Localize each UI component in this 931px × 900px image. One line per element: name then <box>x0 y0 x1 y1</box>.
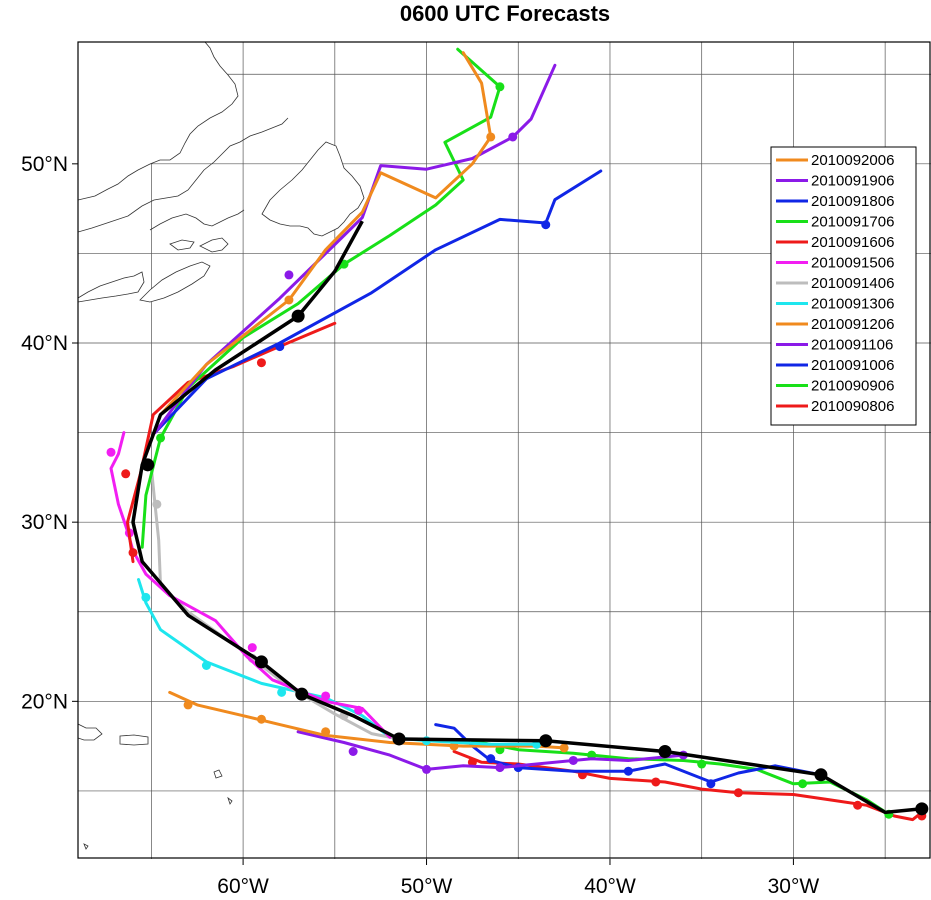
best-track-point <box>392 732 406 746</box>
forecast-point <box>559 743 569 753</box>
new-brunswick-maine-coast <box>78 271 145 303</box>
forecast-track-2010091406 <box>149 466 401 741</box>
forecast-point <box>733 788 743 798</box>
forecast-point <box>128 548 138 558</box>
best-track-point <box>291 309 305 323</box>
hispaniola-outline <box>78 723 103 741</box>
antilles-islet-2 <box>83 843 89 850</box>
legend-label: 2010091606 <box>811 234 894 251</box>
legend-label: 2010091406 <box>811 275 894 292</box>
forecast-point <box>121 469 131 479</box>
forecast-track-2010091606 <box>126 321 337 564</box>
legend-label: 2010091106 <box>811 337 893 354</box>
map-title: 0600 UTC Forecasts <box>400 1 610 26</box>
nova-scotia-coastline <box>139 261 211 303</box>
forecast-point <box>495 82 505 92</box>
best-track-point <box>295 687 309 701</box>
newfoundland-coastline <box>261 141 365 237</box>
antilles-islet <box>227 796 233 805</box>
forecast-point <box>467 757 477 767</box>
virgin-islands-outline <box>213 769 223 779</box>
lat-label: 20°N <box>21 690 68 713</box>
gaspe-coast <box>149 209 245 231</box>
forecast-point <box>156 433 166 443</box>
forecast-point <box>354 705 364 715</box>
forecast-track-2010091106 <box>296 730 685 771</box>
forecast-point <box>508 132 518 142</box>
quebec-north-shore <box>78 117 289 233</box>
forecast-track-2010091506 <box>109 431 392 739</box>
forecast-point <box>201 661 211 670</box>
forecast-point <box>321 691 331 701</box>
lon-label: 30°W <box>768 875 820 898</box>
forecast-point <box>152 499 162 509</box>
coastline-outlines <box>78 42 801 850</box>
forecast-point <box>275 342 285 352</box>
legend-label: 2010091506 <box>811 255 894 272</box>
forecast-point <box>798 779 808 789</box>
forecast-point <box>853 800 863 810</box>
axis-labels: 60°W 50°W 40°W 30°W 20°N 30°N 40°N 50°N <box>21 153 819 898</box>
forecast-point <box>348 747 358 756</box>
map-frame <box>77 41 931 859</box>
lat-label: 40°N <box>21 332 68 355</box>
best-track-point <box>539 734 553 748</box>
best-track <box>131 220 929 816</box>
canada-coastline <box>78 42 239 201</box>
legend-label: 2010090906 <box>811 378 894 395</box>
lon-label: 50°W <box>401 875 453 898</box>
lat-label: 30°N <box>21 511 68 534</box>
forecast-point <box>284 295 294 305</box>
forecast-point <box>183 700 193 710</box>
legend-box <box>770 146 917 426</box>
legend-label: 2010090806 <box>811 398 894 415</box>
forecast-tracks <box>106 47 927 822</box>
prince-edward-island <box>169 239 195 251</box>
forecast-point <box>422 764 432 774</box>
best-track-line <box>131 220 922 815</box>
lon-label: 40°W <box>584 875 636 898</box>
forecast-point <box>495 763 505 773</box>
forecast-track-2010092006 <box>159 51 493 417</box>
best-track-point <box>141 458 155 472</box>
graticule <box>78 42 931 859</box>
forecast-point <box>256 714 266 724</box>
forecast-point <box>706 779 716 789</box>
forecast-point <box>256 358 266 368</box>
forecast-point <box>106 447 116 457</box>
best-track-point <box>814 768 828 782</box>
legend-label: 2010091806 <box>811 193 894 210</box>
legend-label: 2010091006 <box>811 357 894 374</box>
forecast-point <box>651 777 661 787</box>
forecast-track-2010091306 <box>137 578 539 746</box>
best-track-point <box>658 745 672 758</box>
best-track-point <box>915 802 929 816</box>
forecast-point <box>247 643 257 653</box>
lat-label: 50°N <box>21 153 68 176</box>
forecast-point <box>277 687 287 697</box>
forecast-point <box>486 754 496 764</box>
forecast-track-2010091806 <box>153 169 603 435</box>
legend: 2010092006 2010091906 2010091806 2010091706… <box>770 146 917 426</box>
forecast-point <box>623 766 633 776</box>
forecast-point <box>486 132 496 142</box>
puerto-rico-outline <box>119 734 149 746</box>
forecast-point <box>321 727 331 737</box>
forecast-point <box>141 592 151 602</box>
cape-breton-coastline <box>199 237 229 253</box>
forecast-point <box>284 270 294 280</box>
legend-label: 2010091206 <box>811 316 894 333</box>
legend-label: 2010092006 <box>811 152 894 169</box>
legend-label: 2010091906 <box>811 173 894 190</box>
forecast-point <box>541 220 551 230</box>
forecast-track-2010091706 <box>140 47 502 549</box>
forecast-point <box>568 755 578 765</box>
legend-label: 2010091706 <box>811 214 894 231</box>
legend-label: 2010091306 <box>811 296 894 313</box>
best-track-point <box>254 655 268 669</box>
lon-label: 60°W <box>217 875 269 898</box>
forecast-point <box>697 759 707 769</box>
